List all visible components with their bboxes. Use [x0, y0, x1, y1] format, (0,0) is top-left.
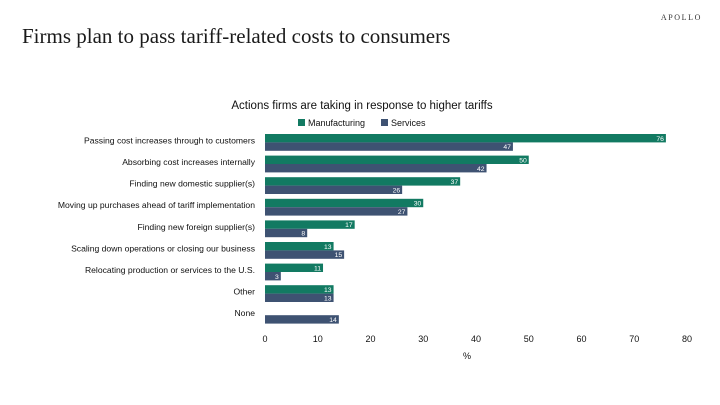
bar-services — [265, 207, 408, 216]
bar-services — [265, 250, 345, 259]
category-label: Passing cost increases through to custom… — [84, 135, 255, 145]
bar-manufacturing — [265, 220, 355, 229]
bar-manufacturing — [265, 263, 324, 272]
x-tick-label: 30 — [418, 334, 428, 344]
category-label: Other — [234, 287, 256, 297]
bar-value-label: 37 — [451, 179, 459, 186]
bar-manufacturing — [265, 198, 424, 208]
bar-value-label: 76 — [656, 136, 664, 143]
x-tick-label: 10 — [313, 334, 323, 344]
bar-manufacturing — [265, 134, 666, 143]
category-label: Finding new foreign supplier(s) — [137, 222, 255, 232]
bar-value-label: 14 — [329, 317, 337, 324]
category-label: Relocating production or services to the… — [85, 265, 255, 275]
bar-value-label: 8 — [301, 231, 305, 238]
legend: Manufacturing Services — [298, 118, 426, 128]
bar-services — [265, 315, 339, 324]
legend-swatch-manufacturing — [298, 119, 305, 126]
x-axis-ticks: 0 10 20 30 40 50 60 70 80 — [262, 334, 692, 344]
bar-value-label: 27 — [398, 209, 406, 216]
bar-services — [265, 293, 334, 302]
bar-manufacturing — [265, 285, 334, 294]
category-label: Absorbing cost increases internally — [122, 157, 255, 167]
bar-services — [265, 142, 513, 151]
bar-manufacturing — [265, 242, 334, 251]
bar-manufacturing — [265, 155, 529, 164]
bar-value-label: 17 — [345, 222, 353, 229]
x-tick-label: 80 — [682, 334, 692, 344]
bar-services — [265, 164, 487, 173]
chart-title: Actions firms are taking in response to … — [231, 100, 492, 112]
x-axis-label: % — [463, 351, 471, 361]
bar-value-label: 13 — [324, 287, 332, 294]
bar-services — [265, 185, 403, 194]
x-tick-label: 50 — [524, 334, 534, 344]
category-label: Moving up purchases ahead of tariff impl… — [58, 200, 255, 210]
bar-value-label: 30 — [414, 201, 422, 208]
brand-logo: APOLLO — [660, 13, 702, 22]
bar-services — [265, 272, 281, 281]
legend-swatch-services — [381, 119, 388, 126]
category-label: None — [234, 308, 255, 318]
slide-title: Firms plan to pass tariff-related costs … — [22, 24, 451, 48]
legend-label-manufacturing: Manufacturing — [308, 118, 365, 128]
x-tick-label: 70 — [629, 334, 639, 344]
x-tick-label: 0 — [262, 334, 267, 344]
x-tick-label: 40 — [471, 334, 481, 344]
bar-services — [265, 228, 308, 238]
bar-value-label: 3 — [275, 274, 279, 281]
bar-value-label: 50 — [519, 157, 527, 164]
legend-label-services: Services — [391, 118, 426, 128]
category-labels: Passing cost increases through to custom… — [58, 135, 256, 318]
bar-manufacturing — [265, 177, 461, 186]
bar-value-label: 11 — [314, 265, 321, 272]
bar-value-label: 47 — [503, 144, 511, 151]
bar-value-label: 42 — [477, 166, 485, 173]
bar-value-label: 13 — [324, 295, 332, 302]
category-label: Scaling down operations or closing our b… — [71, 243, 255, 253]
x-tick-label: 20 — [365, 334, 375, 344]
bar-value-label: 26 — [393, 187, 401, 194]
category-label: Finding new domestic supplier(s) — [129, 179, 255, 189]
bar-value-label: 13 — [324, 244, 332, 251]
bar-value-label: 15 — [335, 252, 343, 259]
x-tick-label: 60 — [576, 334, 586, 344]
